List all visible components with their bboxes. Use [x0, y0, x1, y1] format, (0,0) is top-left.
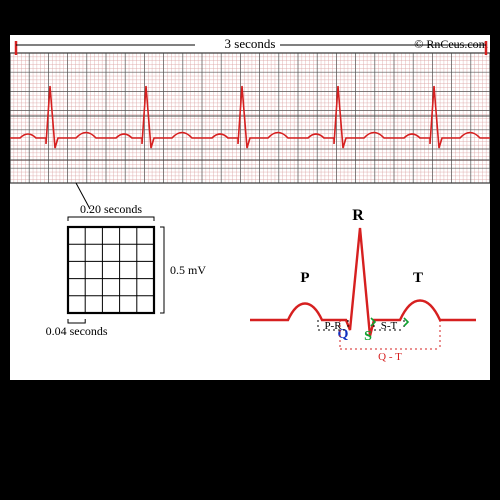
gridbox-top-label: 0.20 seconds [80, 202, 142, 216]
gridbox-bottom-label: 0.04 seconds [46, 324, 108, 338]
strip-time-label: 3 seconds [225, 36, 276, 51]
pqrst-label-T: T [413, 270, 423, 286]
interval-qt-label: Q - T [378, 351, 402, 363]
ecg-strip: 3 seconds [10, 36, 490, 183]
gridbox-right-label: 0.5 mV [170, 263, 206, 277]
pqrst-label-R: R [352, 207, 364, 224]
pqrst-label-S: S [364, 329, 372, 344]
pqrst-diagram: PRTQSP-RS-TQ - T [250, 207, 476, 363]
interval-st-label: S-T [381, 320, 398, 332]
grid-legend-box: 0.20 seconds 0.5 mV 0.04 seconds [46, 202, 207, 338]
ecg-diagram: © RnCeus.com3 seconds0.20 seconds0.5 mV0… [10, 35, 490, 380]
pqrst-trace [250, 228, 476, 336]
credit-label: © RnCeus.com [414, 37, 488, 51]
pqrst-label-P: P [300, 270, 309, 286]
